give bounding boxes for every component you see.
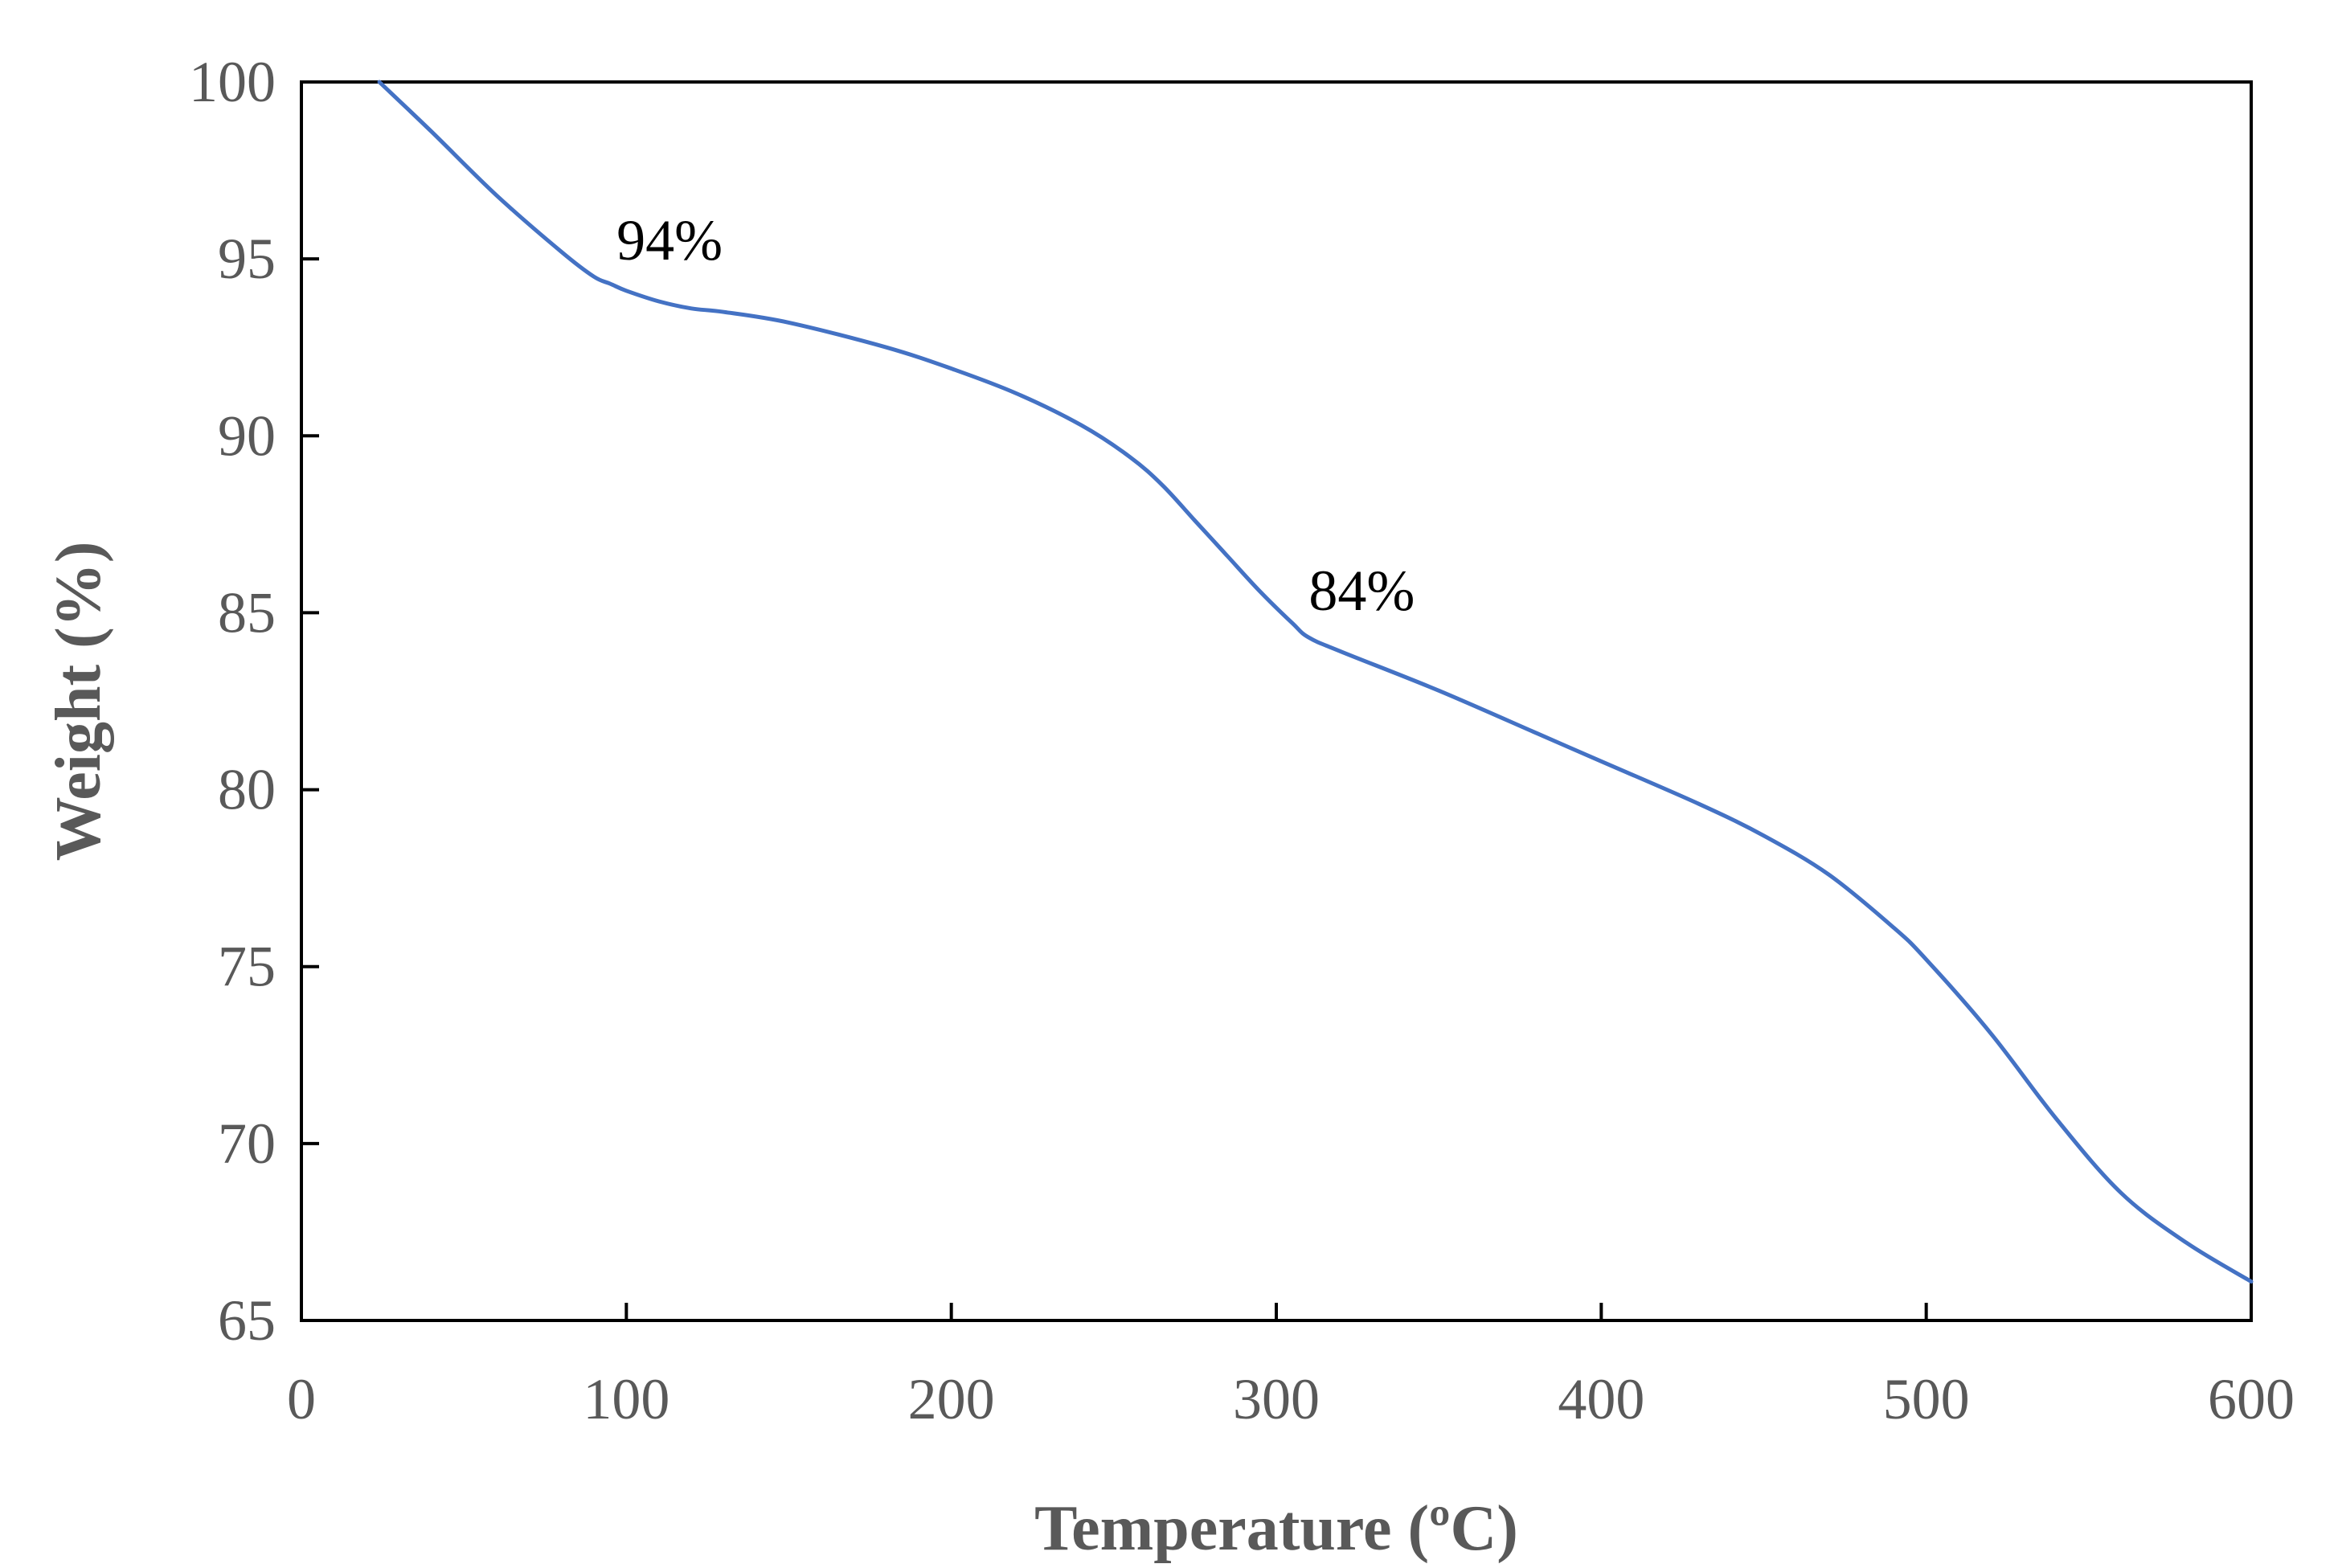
plot-area bbox=[300, 80, 2254, 1322]
y-tick-label: 100 bbox=[189, 50, 276, 114]
x-tick-label: 600 bbox=[2208, 1367, 2295, 1431]
series-line-weight bbox=[377, 80, 2254, 1284]
x-tick-label: 100 bbox=[583, 1367, 669, 1431]
x-tick-label: 300 bbox=[1233, 1367, 1320, 1431]
annotation-label: 84% bbox=[1308, 559, 1415, 623]
y-tick-label: 75 bbox=[218, 935, 276, 999]
x-tick-label: 400 bbox=[1558, 1367, 1644, 1431]
x-tick-label: 500 bbox=[1883, 1367, 1970, 1431]
annotation-label: 94% bbox=[616, 208, 723, 272]
x-axis-title: Temperature (ºC) bbox=[1034, 1493, 1518, 1564]
y-tick-label: 95 bbox=[218, 227, 276, 291]
y-tick-labels: 65 70 75 80 85 90 95 100 bbox=[189, 50, 276, 1353]
y-tick-label: 90 bbox=[218, 403, 276, 468]
y-tick-label: 85 bbox=[218, 580, 276, 645]
annotations: 94% 84% bbox=[616, 208, 1415, 623]
x-tick-labels: 0 100 200 300 400 500 600 bbox=[287, 1367, 2295, 1431]
y-tick-label: 70 bbox=[218, 1112, 276, 1176]
y-axis-title: Weight (%) bbox=[43, 542, 114, 862]
y-tick-label: 80 bbox=[218, 758, 276, 822]
y-tick-label: 65 bbox=[218, 1288, 276, 1353]
x-tick-label: 200 bbox=[908, 1367, 995, 1431]
x-tick-label: 0 bbox=[287, 1367, 316, 1431]
